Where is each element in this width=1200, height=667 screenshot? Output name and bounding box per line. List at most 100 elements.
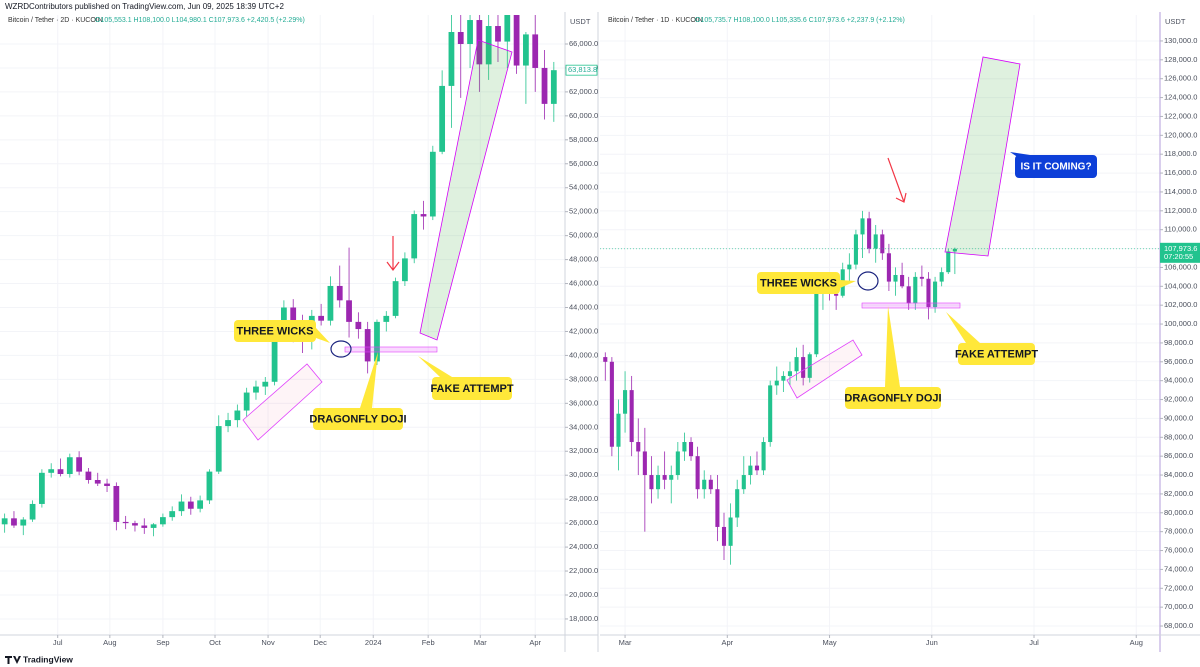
x-tick-label: Jun [926, 638, 938, 647]
candle-body [122, 521, 129, 524]
x-tick-label: Jul [53, 638, 63, 647]
price-tag-label: 63,813.8 [568, 65, 597, 74]
candle-body [886, 253, 891, 282]
y-tick-label: 124,000.0 [1164, 93, 1197, 102]
candle-body [197, 500, 204, 509]
candle-body [768, 385, 773, 443]
y-tick-label: 88,000.0 [1164, 432, 1193, 441]
price-tag [565, 64, 598, 76]
candle-body [495, 26, 501, 42]
y-tick-label: 74,000.0 [1164, 564, 1193, 573]
callout-tail [316, 328, 330, 343]
y-tick-label: 86,000.0 [1164, 451, 1193, 460]
support-band [344, 346, 438, 353]
callout-tail [946, 312, 980, 343]
candle-body [29, 503, 36, 520]
candle-body [336, 285, 343, 301]
y-tick-label: 52,000.0 [569, 207, 598, 216]
candle-body [900, 274, 905, 287]
candle-body [642, 451, 647, 476]
candle-body [290, 307, 297, 330]
candle-body [748, 465, 753, 476]
callout-box [234, 320, 316, 342]
candle-body [735, 489, 740, 518]
y-tick-label: 42,000.0 [569, 326, 598, 335]
countdown: 07:20:55 [1164, 252, 1193, 261]
candle-body [253, 386, 259, 393]
candle-body [741, 475, 746, 490]
y-tick-label: 92,000.0 [1164, 395, 1193, 404]
candle-body [695, 456, 700, 490]
candle-body [728, 517, 733, 546]
y-tick-label: 46,000.0 [569, 279, 598, 288]
candle-body [364, 329, 371, 362]
candle-body [629, 390, 634, 443]
callout-text: DRAGONFLY DOJI [844, 392, 941, 404]
y-tick-label: 82,000.0 [1164, 489, 1193, 498]
grid [600, 15, 1160, 635]
candle-body [939, 272, 944, 282]
y-tick-label: 72,000.0 [1164, 583, 1193, 592]
x-tick-label: Apr [529, 638, 541, 647]
y-tick-label: 40,000.0 [569, 350, 598, 359]
candle-body [467, 20, 473, 44]
callout-text: FAKE ATTEMPT [955, 348, 1038, 360]
candle-body [946, 251, 951, 273]
y-tick-label: 106,000.0 [1164, 262, 1197, 271]
candle-body [271, 333, 278, 382]
candle-body [523, 34, 529, 66]
ohlc-values: O105,553.1 H108,100.0 L104,980.1 C107,97… [95, 17, 305, 24]
candle-body [504, 15, 511, 42]
wick-circle [857, 271, 879, 291]
candle-body [20, 519, 27, 526]
y-tick-label: 120,000.0 [1164, 130, 1197, 139]
footer-logo: TradingView [5, 654, 73, 664]
y-tick-label: 126,000.0 [1164, 74, 1197, 83]
candle-body [616, 413, 621, 447]
candle-body [933, 281, 938, 308]
candle-body [623, 390, 628, 414]
x-tick-label: Mar [619, 638, 632, 647]
y-tick-label: 26,000.0 [569, 518, 598, 527]
candle-body [76, 457, 83, 472]
candle-body [801, 357, 806, 378]
candle-body [1, 518, 8, 525]
y-tick-label: 98,000.0 [1164, 338, 1193, 347]
candle-body [243, 392, 250, 411]
y-tick-label: 36,000.0 [569, 398, 598, 407]
candle-body [85, 471, 92, 480]
annotations: THREE WICKS DRAGONFLY DOJI FAKE ATTEMPT IS … [757, 56, 1097, 409]
y-tick-label: 48,000.0 [569, 255, 598, 264]
y-tick-label: 116,000.0 [1164, 168, 1197, 177]
y-tick-label: 80,000.0 [1164, 508, 1193, 517]
y-tick-label: 38,000.0 [569, 374, 598, 383]
target-box [419, 39, 513, 341]
candle-body [132, 523, 138, 526]
candle-body [873, 234, 878, 249]
candle-body [11, 518, 17, 526]
y-tick-label: 20,000.0 [569, 590, 598, 599]
callout-text: THREE WICKS [237, 325, 314, 337]
x-tick-label: Sep [156, 638, 169, 647]
chart-title: Bitcoin / Tether · 1D · KUCOIN [608, 17, 703, 24]
candle-body [913, 276, 918, 304]
y-tick-label: 66,000.0 [569, 39, 598, 48]
y-tick-label: 28,000.0 [569, 494, 598, 503]
candle-body [327, 285, 334, 321]
candle-body [860, 218, 865, 235]
callout-text: DRAGONFLY DOJI [309, 413, 406, 425]
x-tick-label: Aug [103, 638, 116, 647]
candle-body [721, 526, 727, 546]
candle-body [94, 480, 101, 484]
candle-body [541, 67, 548, 104]
y-tick-label: 102,000.0 [1164, 300, 1197, 309]
candle-body [318, 315, 325, 321]
candle-body [603, 357, 608, 362]
y-tick-label: 112,000.0 [1164, 206, 1197, 215]
candle-body [411, 214, 418, 259]
candle-body [448, 32, 455, 86]
candle-body [781, 375, 786, 381]
y-tick-label: 122,000.0 [1164, 111, 1197, 120]
candle-body [636, 442, 641, 452]
red-arrow [386, 236, 400, 271]
